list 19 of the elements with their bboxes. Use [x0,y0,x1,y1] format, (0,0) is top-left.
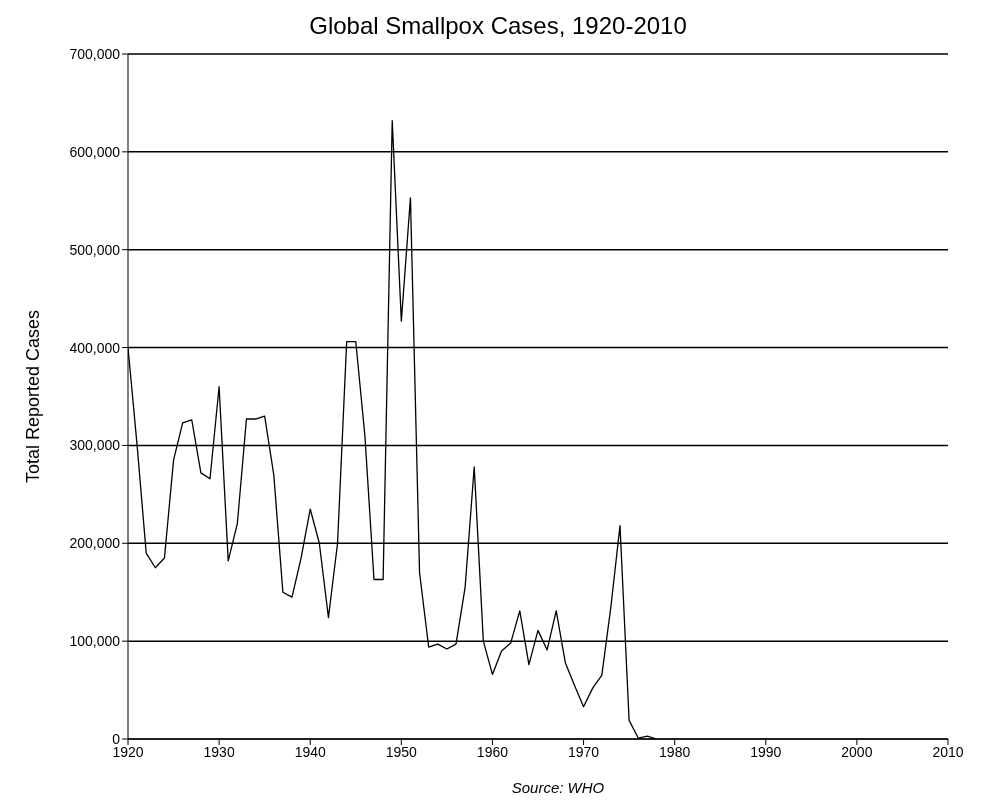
y-tick-label: 700,000 [69,45,121,62]
source-note: Source: WHO [510,779,606,796]
y-tick-label: 300,000 [69,437,121,454]
x-tick-label: 1960 [476,743,509,760]
x-tick-label: 1980 [659,743,691,760]
x-tick-label: 1930 [203,743,235,760]
x-tick-label: 1990 [750,743,782,760]
x-tick-label: 1970 [567,743,600,760]
y-tick-label: 200,000 [69,535,121,552]
y-tick-label: 600,000 [69,143,121,160]
x-tick-label: 1950 [385,743,418,760]
x-tick-label: 2010 [932,743,964,760]
x-tick-label: 1940 [294,743,326,760]
chart-title: Global Smallpox Cases, 1920-2010 [308,11,688,41]
y-tick-label: 500,000 [69,241,121,258]
y-axis-title: Total Reported Cases [23,309,44,484]
y-tick-label: 400,000 [69,339,121,356]
y-tick-label: 100,000 [69,633,121,650]
x-tick-label: 2000 [841,743,873,760]
